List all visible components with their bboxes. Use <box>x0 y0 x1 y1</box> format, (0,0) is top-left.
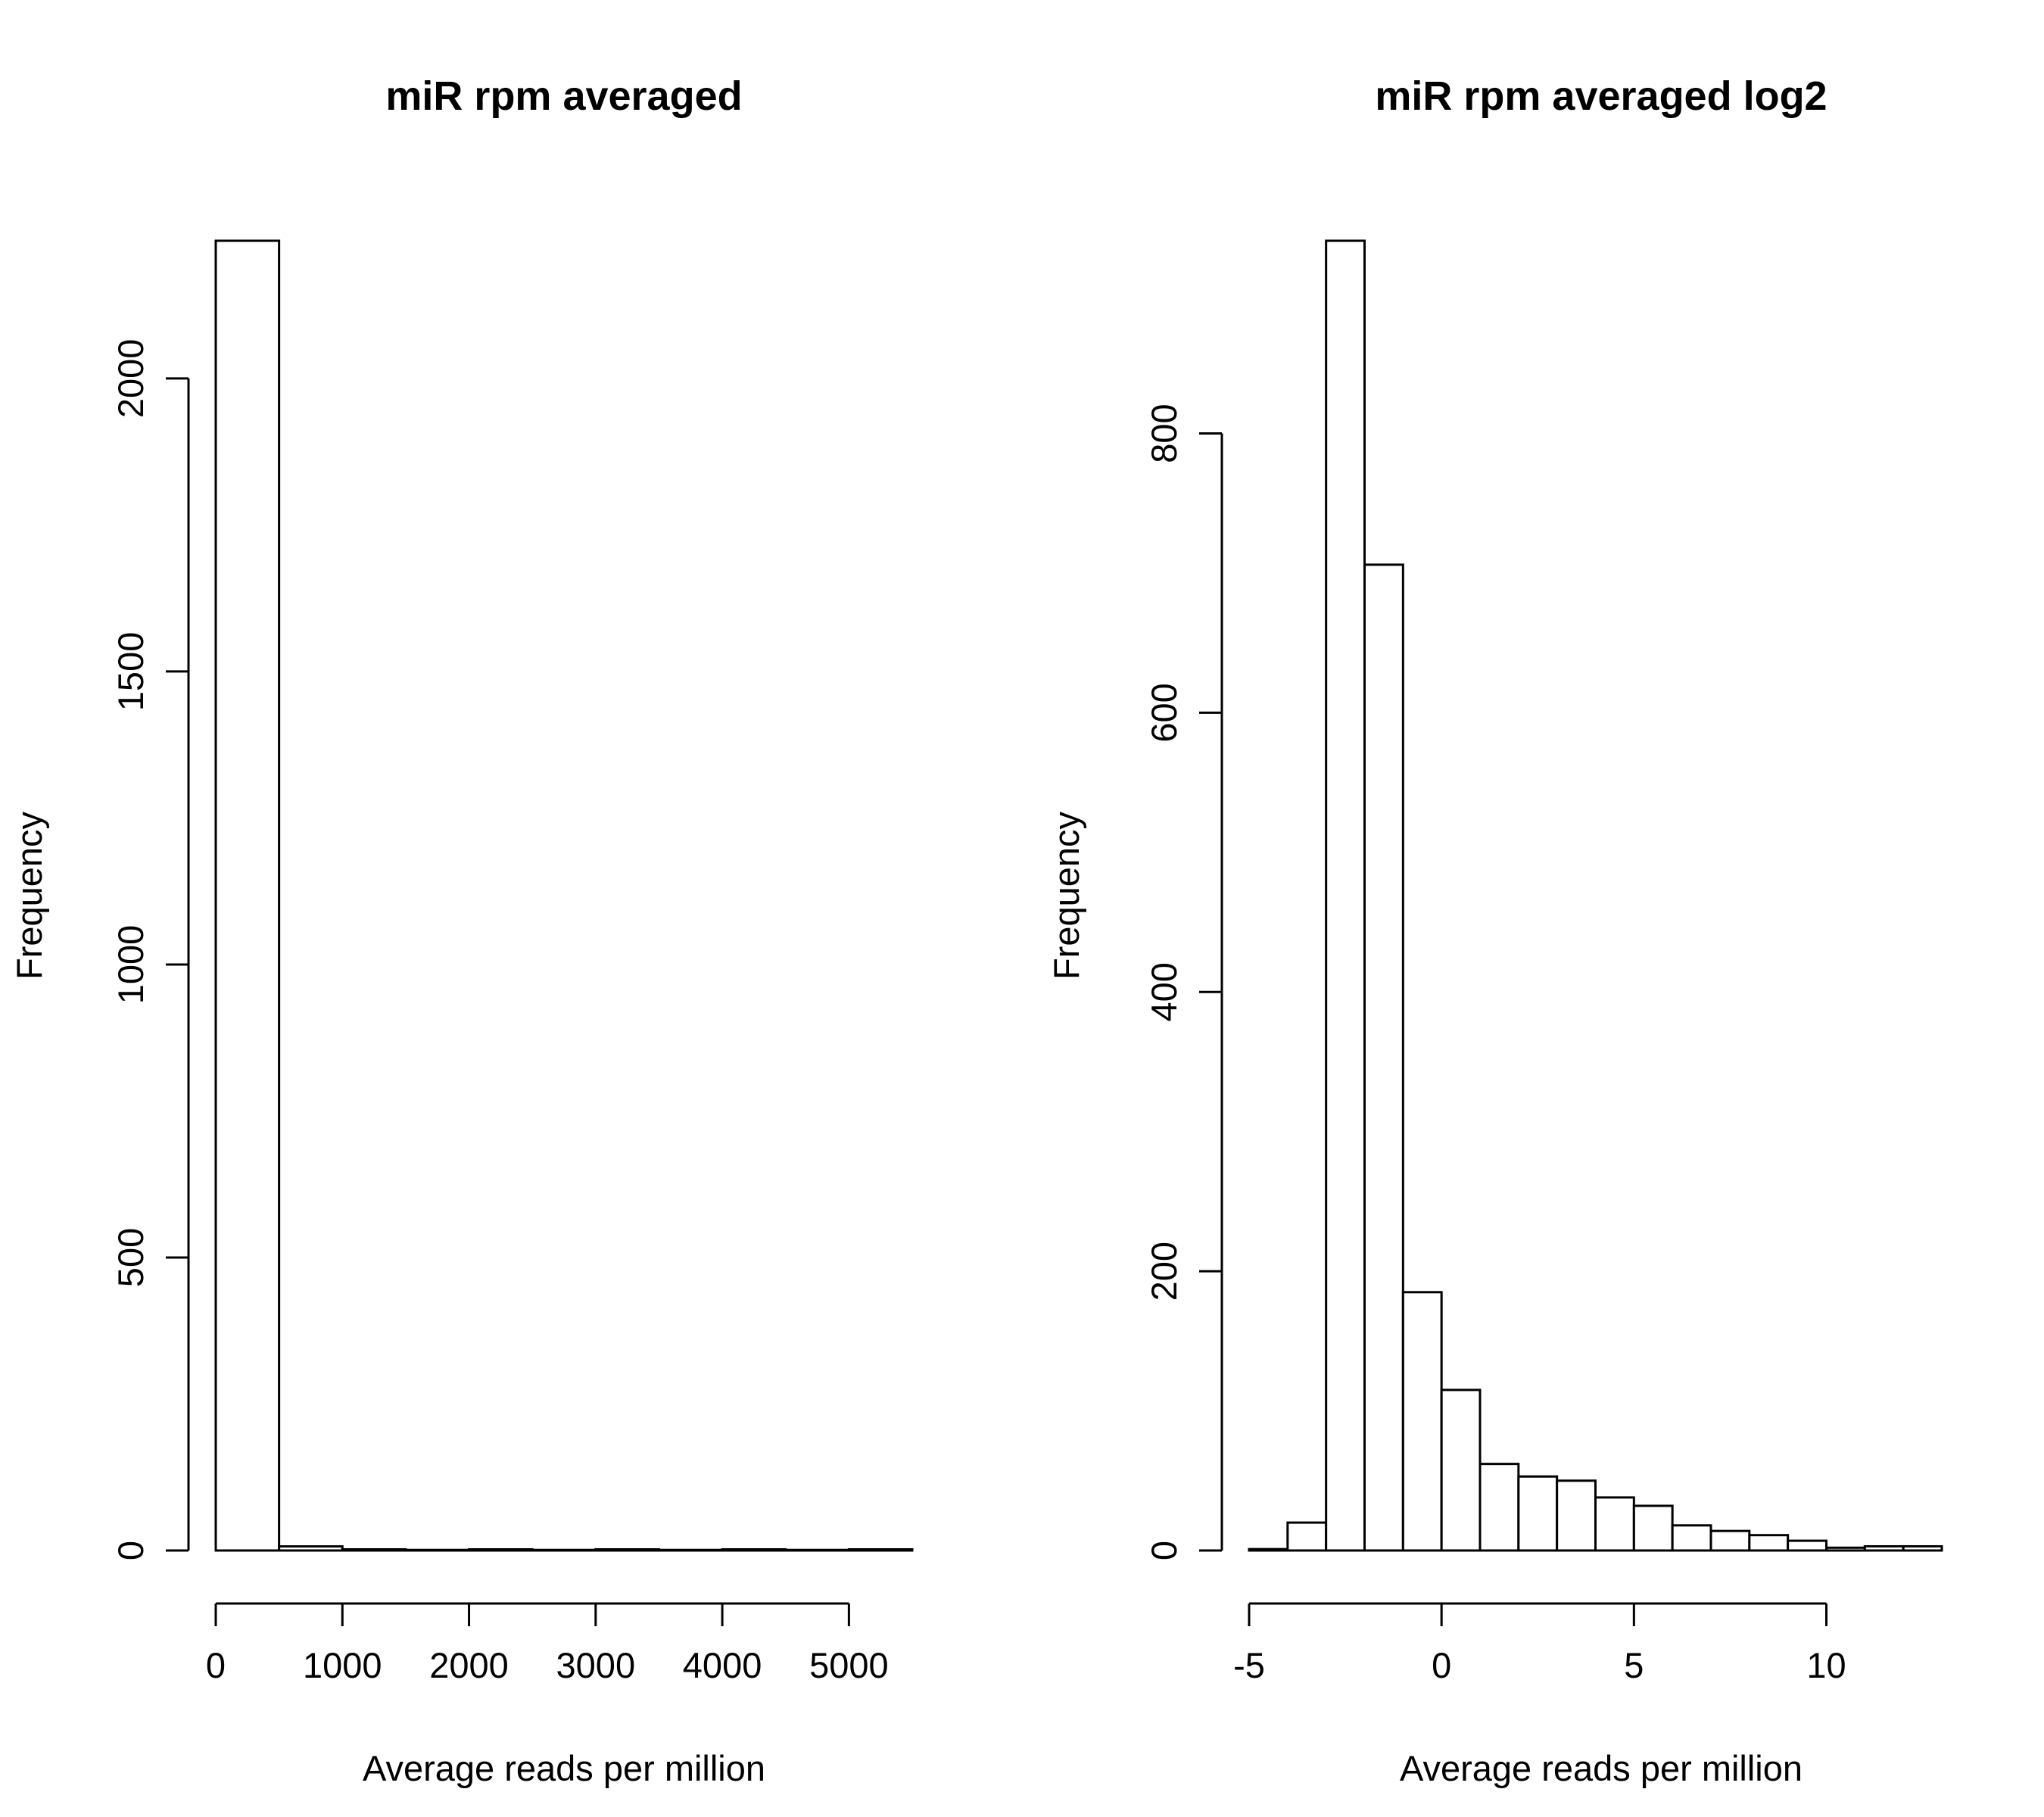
histogram-bar <box>1825 1546 1866 1552</box>
x-axis-label: Average reads per million <box>1400 1748 1803 1788</box>
x-tick-label: 0 <box>1432 1645 1451 1685</box>
histogram-bar <box>404 1548 471 1552</box>
x-tick-label: 10 <box>1806 1645 1846 1685</box>
histogram-bar <box>1632 1504 1674 1552</box>
histogram-bar <box>278 1545 344 1552</box>
histogram-bar <box>1748 1534 1790 1552</box>
histogram-bar <box>1401 1291 1443 1552</box>
bars <box>214 239 914 1552</box>
x-axis-label: Average reads per million <box>363 1748 765 1788</box>
x-tick-label: 4000 <box>683 1645 762 1685</box>
histogram-bar <box>1787 1539 1828 1552</box>
histogram-bar <box>1594 1496 1635 1552</box>
x-tick-label: 5 <box>1624 1645 1644 1685</box>
histogram-bar <box>1478 1463 1520 1552</box>
x-tick-label: -5 <box>1233 1645 1265 1685</box>
histogram-bar <box>1671 1524 1712 1552</box>
histogram-bar <box>341 1547 407 1552</box>
y-axis: 0 200 400 600 800 <box>1144 404 1223 1560</box>
histogram-panel-rpm: miR rpm averaged Average reads per milli… <box>9 73 914 1788</box>
x-tick-label: 2000 <box>429 1645 509 1685</box>
histogram-bar <box>784 1548 850 1552</box>
x-tick-label: 1000 <box>303 1645 382 1685</box>
y-tick-label: 1500 <box>111 632 151 712</box>
histogram-bar <box>847 1547 914 1552</box>
histogram-bar <box>1556 1479 1597 1552</box>
x-axis: 0 1000 2000 3000 4000 5000 <box>206 1602 889 1685</box>
y-tick-label: 500 <box>111 1228 151 1287</box>
histogram-bar <box>468 1547 534 1552</box>
histogram-bar <box>1440 1388 1482 1552</box>
chart-title: miR rpm averaged log2 <box>1375 73 1827 119</box>
y-tick-label: 0 <box>1144 1541 1184 1560</box>
y-tick-label: 2000 <box>111 339 151 419</box>
histogram-bar <box>594 1547 660 1552</box>
histogram-bar <box>1709 1529 1751 1552</box>
histogram-bar <box>657 1548 724 1552</box>
histogram-bar <box>214 239 281 1552</box>
x-tick-label: 3000 <box>556 1645 636 1685</box>
histogram-bar <box>1517 1475 1559 1552</box>
y-tick-label: 0 <box>111 1541 151 1560</box>
x-axis: -5 0 5 10 <box>1233 1602 1846 1685</box>
y-tick-label: 200 <box>1144 1242 1184 1301</box>
y-tick-label: 800 <box>1144 404 1184 463</box>
y-axis-label: Frequency <box>1046 811 1086 980</box>
bars <box>1248 239 1943 1552</box>
histogram-bar <box>721 1547 787 1552</box>
histogram-bar <box>531 1548 597 1552</box>
histogram-bar <box>1863 1544 1905 1552</box>
x-tick-label: 0 <box>206 1645 226 1685</box>
y-axis-label: Frequency <box>9 811 49 980</box>
chart-title: miR rpm averaged <box>385 73 742 119</box>
histogram-bar <box>1902 1544 1943 1552</box>
x-tick-label: 5000 <box>809 1645 889 1685</box>
histogram-panel-log2: miR rpm averaged log2 Average reads per … <box>1046 73 1943 1788</box>
histogram-bar <box>1325 239 1366 1552</box>
y-tick-label: 400 <box>1144 962 1184 1021</box>
y-tick-label: 1000 <box>111 925 151 1005</box>
y-axis: 0 500 1000 1500 2000 <box>111 339 190 1560</box>
histogram-bar <box>1363 563 1404 1552</box>
histogram-bar <box>1248 1547 1289 1552</box>
y-tick-label: 600 <box>1144 683 1184 742</box>
histogram-bar <box>1286 1521 1328 1552</box>
